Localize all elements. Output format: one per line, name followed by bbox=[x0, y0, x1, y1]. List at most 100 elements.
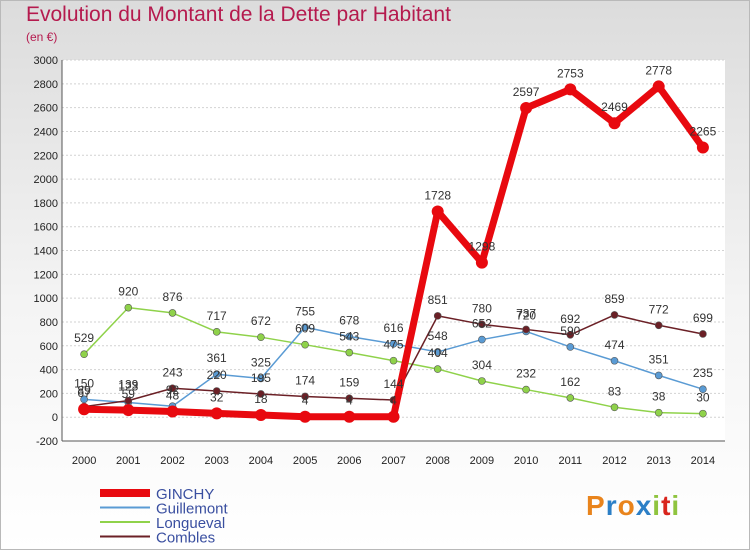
data-label: 2265 bbox=[690, 125, 717, 139]
data-label: 235 bbox=[693, 366, 713, 380]
data-label: 590 bbox=[560, 324, 580, 338]
data-point bbox=[433, 348, 442, 356]
y-tick-label: 400 bbox=[40, 365, 58, 377]
data-label: 737 bbox=[516, 306, 536, 320]
data-point bbox=[475, 256, 488, 269]
data-point bbox=[478, 335, 486, 344]
data-label: 48 bbox=[166, 388, 180, 402]
y-tick-label: 2000 bbox=[34, 174, 58, 186]
data-label: 174 bbox=[295, 373, 315, 387]
y-tick-label: 1600 bbox=[34, 222, 58, 234]
data-label: 38 bbox=[652, 390, 666, 404]
data-label: 652 bbox=[472, 317, 492, 331]
data-label: 89 bbox=[77, 384, 91, 398]
data-label: 2778 bbox=[645, 63, 672, 77]
data-point bbox=[212, 370, 221, 379]
data-point bbox=[699, 385, 707, 394]
data-point bbox=[257, 333, 265, 341]
x-tick-label: 2002 bbox=[160, 455, 184, 467]
data-point bbox=[124, 303, 133, 312]
data-point bbox=[433, 365, 442, 373]
data-label: 67 bbox=[77, 386, 91, 400]
data-label: 4 bbox=[346, 394, 353, 408]
logo-letter: t bbox=[661, 490, 672, 521]
data-point bbox=[166, 405, 179, 418]
x-tick-label: 2014 bbox=[691, 455, 715, 467]
data-point bbox=[520, 101, 533, 114]
y-tick-label: 1200 bbox=[34, 269, 58, 281]
data-label: 616 bbox=[383, 321, 403, 335]
data-label: 32 bbox=[210, 390, 224, 404]
y-tick-label: 0 bbox=[52, 412, 58, 424]
y-tick-label: 2200 bbox=[34, 150, 58, 162]
data-label: 144 bbox=[383, 377, 403, 391]
data-point bbox=[566, 394, 575, 402]
y-tick-label: 200 bbox=[40, 388, 58, 400]
data-point bbox=[210, 407, 223, 420]
data-label: 59 bbox=[122, 387, 136, 401]
y-tick-label: 800 bbox=[40, 317, 58, 329]
y-tick-label: 2800 bbox=[34, 79, 58, 91]
data-label: 474 bbox=[604, 338, 624, 352]
data-label: 83 bbox=[608, 384, 622, 398]
data-label: 548 bbox=[428, 329, 448, 343]
data-label: 1298 bbox=[469, 240, 496, 254]
x-tick-label: 2006 bbox=[337, 455, 361, 467]
y-tick-label: 1800 bbox=[34, 198, 58, 210]
data-label: 1728 bbox=[424, 188, 451, 202]
data-label: 720 bbox=[516, 308, 536, 322]
data-point bbox=[345, 394, 354, 403]
data-point bbox=[699, 330, 707, 338]
x-tick-label: 2009 bbox=[470, 455, 494, 467]
data-label: 692 bbox=[560, 312, 580, 326]
data-label: 543 bbox=[339, 330, 359, 344]
data-point bbox=[608, 117, 621, 130]
data-point bbox=[654, 321, 663, 330]
legend-label-guillemont: Guillemont bbox=[156, 501, 229, 518]
data-point bbox=[299, 410, 312, 423]
data-label: 920 bbox=[118, 285, 138, 299]
data-point bbox=[389, 356, 398, 365]
data-point bbox=[699, 409, 707, 418]
data-point bbox=[478, 377, 486, 385]
data-point bbox=[522, 325, 530, 334]
x-tick-label: 2008 bbox=[425, 455, 449, 467]
logo-letter: P bbox=[586, 490, 606, 521]
data-point bbox=[257, 374, 265, 383]
data-point bbox=[345, 332, 354, 341]
y-tick-label: 2600 bbox=[34, 103, 58, 115]
y-tick-label: 1400 bbox=[34, 246, 58, 258]
logo-letter: i bbox=[671, 490, 681, 521]
data-label: 4 bbox=[390, 394, 397, 408]
data-label: 351 bbox=[649, 352, 669, 366]
proxiti-logo: Proxiti bbox=[586, 490, 680, 522]
legend-label-combles: Combles bbox=[156, 530, 215, 547]
data-label: 150 bbox=[74, 376, 94, 390]
data-label: 18 bbox=[254, 392, 268, 406]
data-point bbox=[431, 205, 444, 218]
data-point bbox=[301, 392, 309, 401]
data-point bbox=[522, 385, 530, 394]
data-label: 404 bbox=[428, 346, 448, 360]
data-label: 529 bbox=[74, 331, 94, 345]
data-point bbox=[301, 340, 309, 349]
y-tick-label: 1000 bbox=[34, 293, 58, 305]
data-point bbox=[301, 323, 309, 332]
x-tick-label: 2013 bbox=[646, 455, 670, 467]
data-point bbox=[168, 384, 177, 393]
x-tick-label: 2004 bbox=[249, 455, 273, 467]
data-point bbox=[652, 80, 665, 93]
data-point bbox=[564, 83, 577, 96]
data-point bbox=[80, 350, 88, 359]
data-point bbox=[212, 328, 221, 336]
data-label: 699 bbox=[693, 311, 713, 325]
data-point bbox=[345, 348, 354, 357]
data-label: 162 bbox=[560, 375, 580, 389]
y-tick-label: 3000 bbox=[34, 55, 58, 67]
x-tick-label: 2012 bbox=[602, 455, 626, 467]
data-point bbox=[478, 320, 486, 329]
y-tick-label: -200 bbox=[36, 436, 58, 448]
logo-letter: o bbox=[617, 490, 636, 521]
data-label: 2753 bbox=[557, 66, 584, 80]
